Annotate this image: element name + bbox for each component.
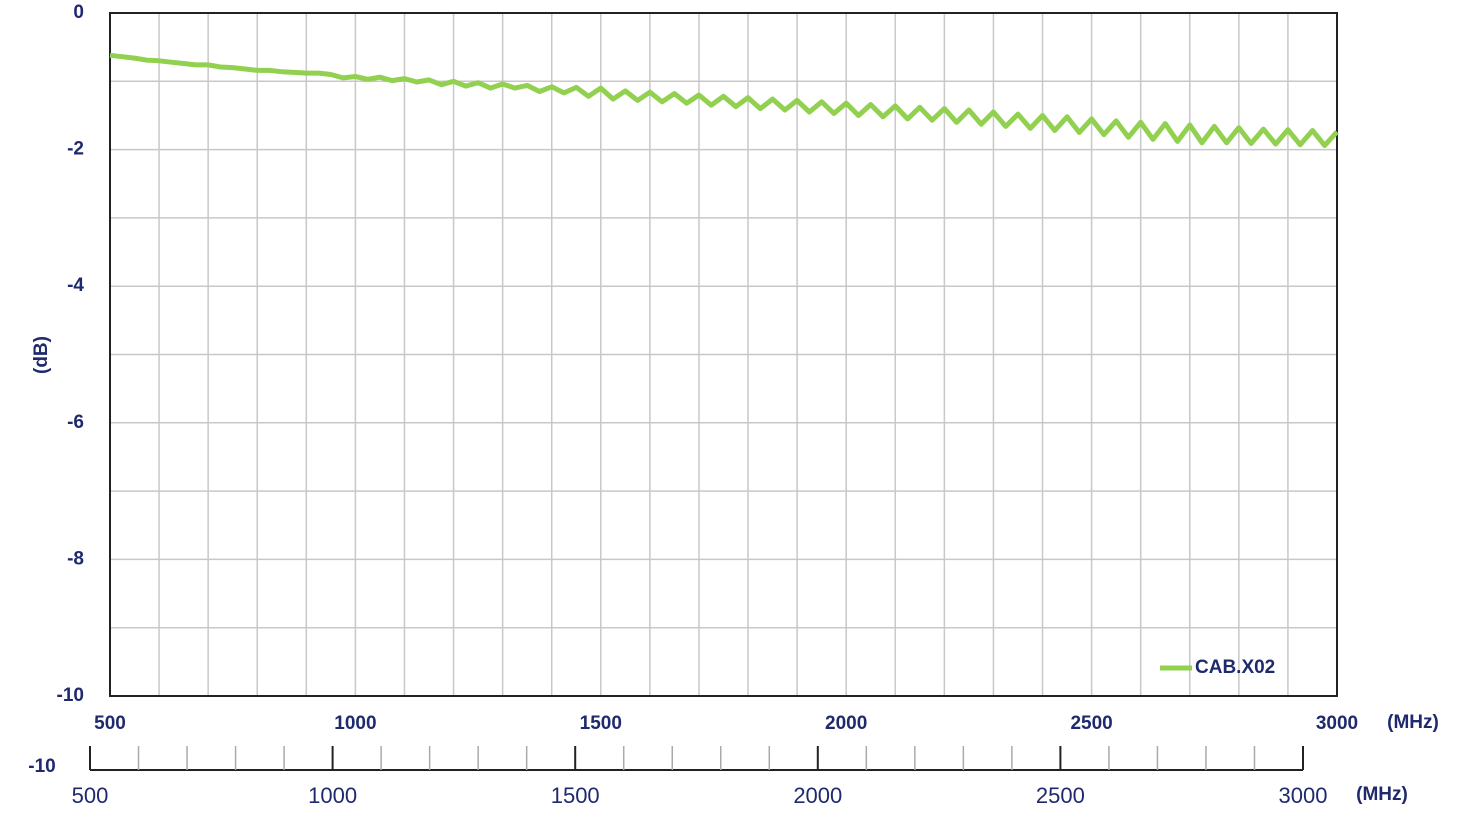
extra-axis-label: -10 — [28, 756, 55, 777]
x-tick-label: 2500 — [1036, 783, 1085, 808]
x-tick-label: 1500 — [551, 783, 600, 808]
x-tick-label: 2500 — [1070, 713, 1112, 734]
y-tick-label: 0 — [73, 2, 84, 23]
series-line — [109, 52, 1339, 148]
x-tick-label: 3000 — [1316, 713, 1358, 734]
y-tick-label: -10 — [57, 685, 84, 706]
y-axis-label: (dB) — [31, 336, 52, 374]
x-tick-label: 500 — [94, 713, 126, 734]
x-tick-label: 1000 — [308, 783, 357, 808]
plot-frame — [109, 12, 1338, 697]
x-tick-label: 2000 — [825, 713, 867, 734]
y-tick-label: -2 — [67, 139, 84, 160]
x-tick-label: 1000 — [334, 713, 376, 734]
y-tick-label: -8 — [67, 548, 84, 569]
legend-label: CAB.X02 — [1195, 657, 1275, 678]
x-tick-label: 500 — [72, 783, 109, 808]
x-tick-label: 1500 — [580, 713, 622, 734]
x-tick-label: 2000 — [793, 783, 842, 808]
x-unit-bottom: (MHz) — [1356, 784, 1408, 805]
x-unit: (MHz) — [1387, 712, 1439, 733]
y-tick-label: -4 — [67, 275, 84, 296]
y-tick-label: -6 — [67, 412, 84, 433]
x-tick-label: 3000 — [1279, 783, 1328, 808]
